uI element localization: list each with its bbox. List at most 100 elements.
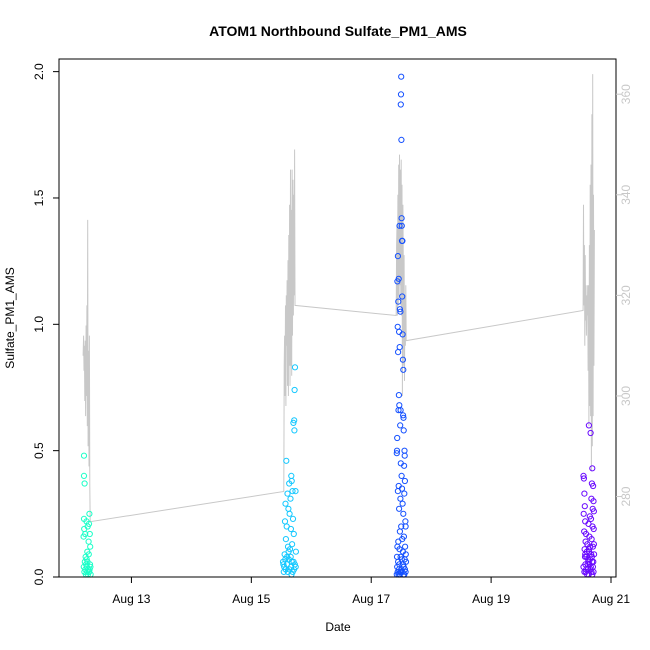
data-point — [588, 553, 596, 560]
data-point — [582, 551, 589, 558]
data-point — [286, 480, 293, 487]
data-point — [291, 386, 298, 394]
data-point — [580, 472, 587, 479]
data-point — [287, 525, 294, 533]
y-tick-label: 0.0 — [32, 568, 46, 585]
data-point — [585, 558, 592, 565]
y-axis: 0.0 0.5 1.0 1.5 2.0 — [32, 63, 59, 585]
data-point — [292, 488, 299, 495]
data-point — [396, 505, 403, 512]
data-point — [282, 536, 289, 543]
data-point — [393, 447, 401, 454]
data-point — [402, 558, 410, 565]
data-point — [396, 222, 403, 229]
data-point — [585, 546, 593, 553]
data-point — [397, 407, 404, 414]
data-point — [285, 505, 292, 512]
data-point — [396, 402, 403, 409]
data-point — [581, 490, 588, 497]
data-point — [588, 536, 595, 543]
data-point — [289, 488, 296, 495]
data-point — [399, 356, 406, 363]
data-point — [85, 551, 92, 558]
data-point — [400, 412, 407, 419]
x-axis-label: Date — [325, 620, 351, 634]
data-point — [400, 427, 407, 434]
data-point — [285, 548, 292, 555]
x-tick-label: Aug 21 — [592, 592, 630, 606]
data-point — [84, 568, 91, 576]
data-point — [289, 515, 297, 523]
secondary-series-line — [82, 74, 595, 523]
y2-tick-label: 360 — [619, 84, 633, 104]
data-point — [398, 136, 405, 143]
data-point — [85, 520, 93, 528]
x-tick-label: Aug 19 — [472, 592, 510, 606]
data-point — [292, 563, 299, 571]
data-point — [287, 553, 294, 560]
data-point — [399, 237, 406, 244]
data-point — [590, 525, 597, 533]
data-point — [398, 222, 405, 229]
data-point — [290, 419, 297, 426]
data-point — [401, 452, 408, 459]
data-point — [399, 293, 406, 300]
data-point — [580, 510, 587, 517]
data-point — [290, 530, 297, 538]
scatter-group-1 — [80, 452, 94, 578]
data-point — [582, 568, 589, 576]
data-point — [589, 465, 596, 472]
data-point — [87, 563, 94, 571]
data-point — [395, 392, 402, 399]
data-point — [286, 510, 293, 517]
data-point — [283, 457, 290, 464]
scatter-group-2 — [279, 364, 299, 578]
y-tick-label: 0.5 — [32, 442, 46, 459]
data-point — [291, 427, 298, 434]
data-point — [402, 523, 409, 530]
data-point — [399, 331, 406, 338]
data-point — [282, 500, 289, 507]
data-point — [399, 500, 406, 507]
chart-title: ATOM1 Northbound Sulfate_PM1_AMS — [209, 23, 467, 39]
data-point — [590, 498, 597, 505]
data-point — [396, 344, 403, 351]
data-point — [84, 558, 91, 565]
x-tick-label: Aug 17 — [352, 592, 390, 606]
data-point — [397, 308, 404, 315]
data-point — [291, 417, 298, 424]
scatter-group-3 — [393, 73, 410, 578]
y-axis-label: Sulfate_PM1_AMS — [3, 267, 17, 368]
data-point — [400, 510, 407, 517]
data-point — [587, 515, 595, 523]
data-point — [402, 518, 409, 525]
data-point — [394, 323, 401, 330]
data-point — [400, 366, 407, 373]
data-point — [86, 510, 93, 517]
data-point — [281, 518, 289, 525]
data-point — [397, 91, 405, 98]
data-point — [400, 414, 407, 421]
y-tick-label: 2.0 — [32, 63, 46, 80]
data-point — [401, 490, 408, 497]
data-point — [398, 73, 405, 80]
data-point — [394, 434, 401, 442]
data-point — [395, 407, 402, 414]
data-point — [87, 543, 94, 550]
data-point — [80, 472, 88, 479]
data-point — [287, 495, 294, 502]
y2-axis: 280 300 320 340 360 — [616, 84, 633, 507]
y2-tick-label: 340 — [619, 184, 633, 204]
data-point — [585, 422, 593, 429]
data-point — [580, 475, 588, 482]
x-axis: Aug 13 Aug 15 Aug 17 Aug 19 Aug 21 — [112, 577, 630, 606]
data-point — [282, 556, 289, 563]
data-point — [292, 548, 299, 555]
data-point — [397, 422, 404, 429]
data-point — [590, 482, 597, 490]
x-tick-label: Aug 15 — [232, 592, 270, 606]
data-point — [590, 508, 598, 515]
data-point — [398, 215, 405, 222]
